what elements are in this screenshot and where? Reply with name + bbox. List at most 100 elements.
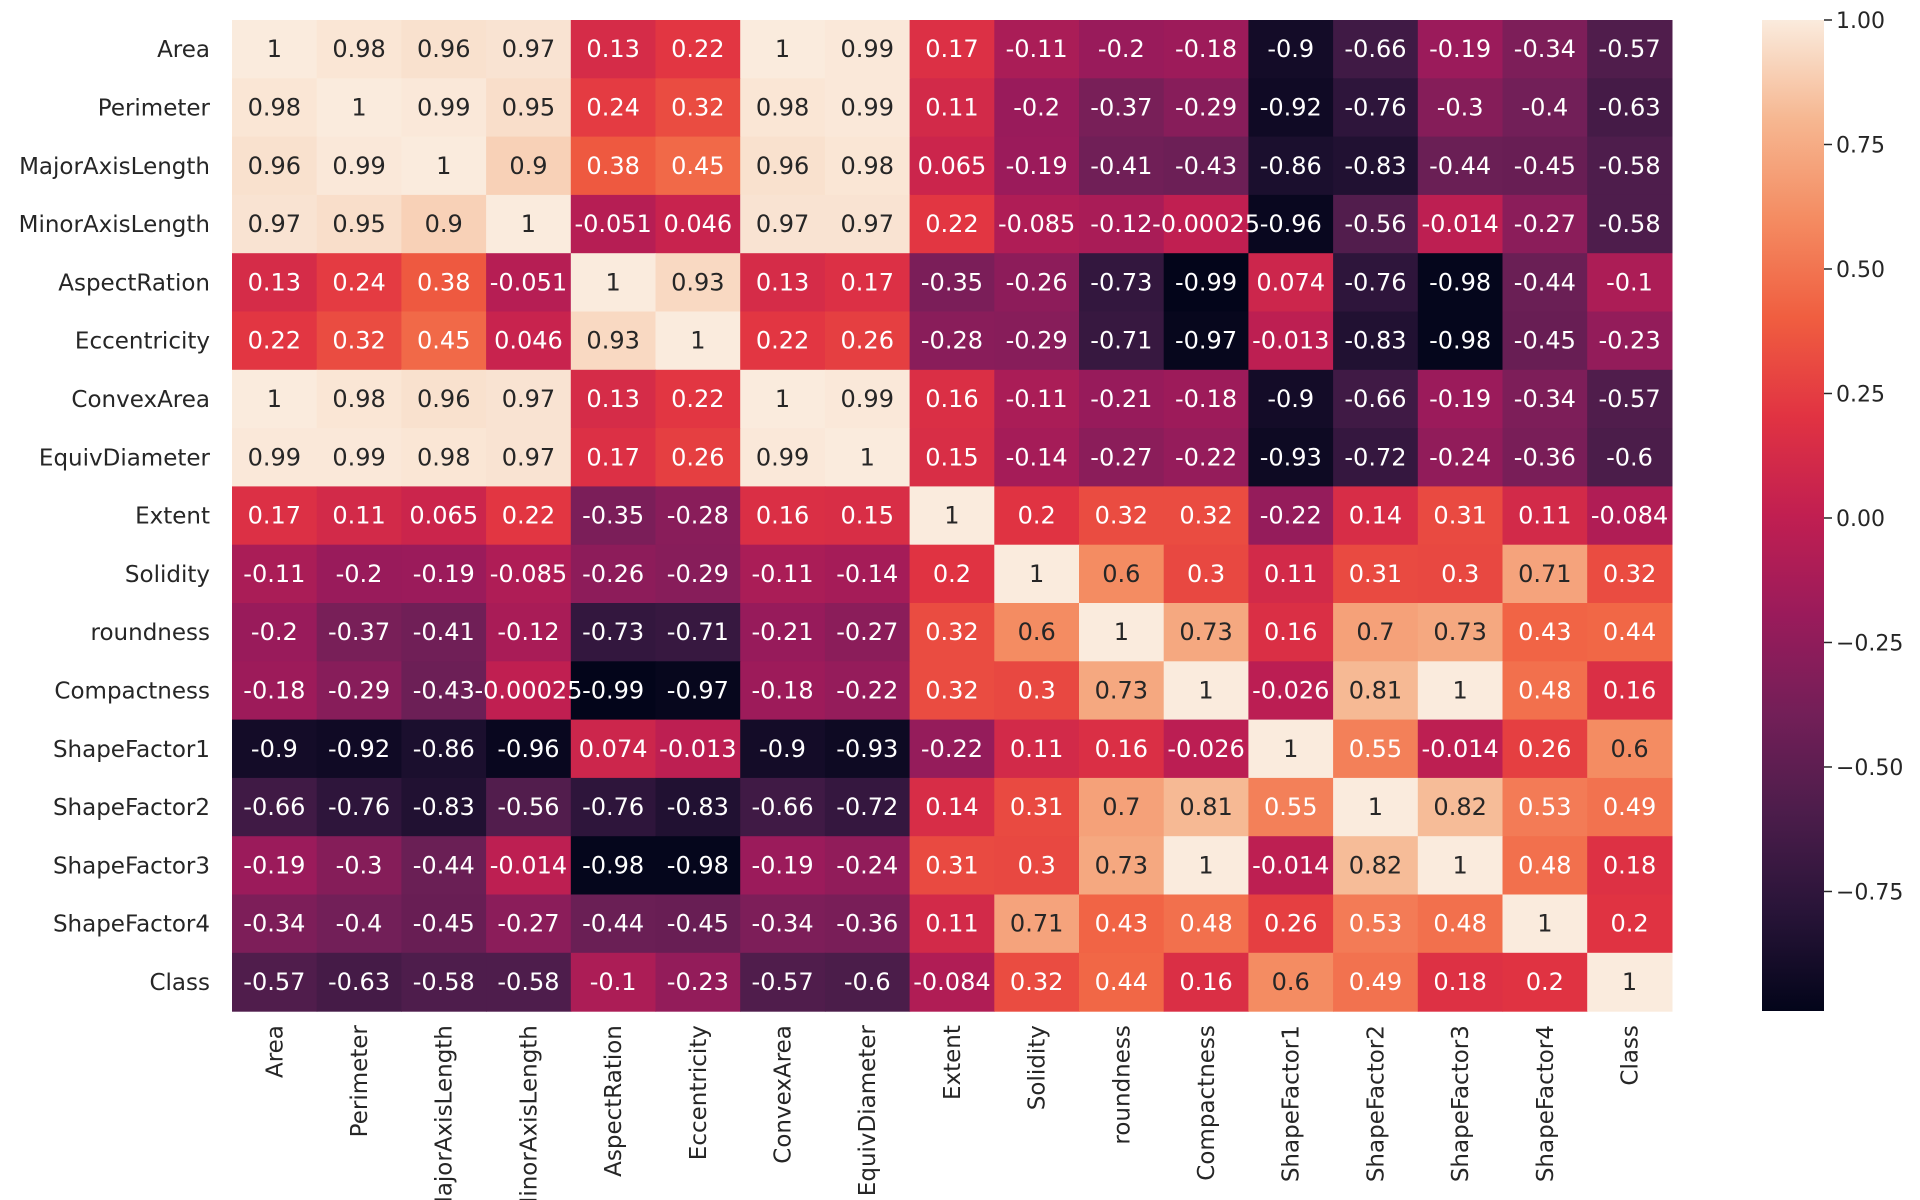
heatmap-cell (401, 253, 487, 313)
heatmap-cell-label: -0.37 (328, 618, 390, 646)
heatmap-cell-label: 0.13 (586, 35, 639, 63)
heatmap-cell (232, 603, 318, 662)
heatmap-cell (1079, 836, 1165, 896)
heatmap-cell (909, 894, 995, 954)
heatmap-cell (1163, 836, 1249, 896)
heatmap-cell-label: 0.11 (1010, 735, 1063, 763)
heatmap-cell (232, 311, 318, 371)
heatmap-cell-label: 0.97 (248, 210, 301, 238)
heatmap-cell (909, 194, 995, 254)
heatmap-cell (1163, 952, 1249, 1012)
heatmap-cell-label: -0.41 (1090, 152, 1152, 180)
heatmap-cell (740, 311, 826, 371)
heatmap-cell-label: -0.18 (1175, 385, 1237, 413)
column-labels: Area Perimeter MajorAxisLength MinorAxisLen… (262, 1025, 1643, 1200)
heatmap-cell (1417, 719, 1504, 779)
heatmap-cell-label: 0.53 (1518, 793, 1571, 821)
heatmap-cell (1163, 894, 1249, 954)
heatmap-cell (1079, 719, 1165, 779)
heatmap-cell-label: -0.83 (1344, 152, 1406, 180)
heatmap-cell-label: -0.45 (1514, 152, 1576, 180)
heatmap-cell (232, 369, 318, 429)
colorbar-tick-label: 0.00 (1836, 507, 1885, 532)
heatmap-cell-label: -0.2 (1013, 93, 1060, 121)
heatmap-cell-label: -0.9 (251, 735, 298, 763)
heatmap-cell (1502, 544, 1588, 604)
heatmap-cell-label: 0.99 (332, 443, 385, 471)
heatmap-cell-label: 0.14 (925, 793, 978, 821)
column-label: EquivDiameter (855, 1025, 881, 1197)
heatmap-cell-label: -0.014 (1252, 851, 1329, 879)
heatmap-cell (1333, 719, 1419, 779)
heatmap-cell-label: -0.29 (328, 676, 390, 704)
heatmap-cell (1163, 369, 1249, 429)
heatmap-cell (1587, 544, 1673, 604)
heatmap-cell (1248, 311, 1334, 371)
heatmap-cell-label: 0.11 (1264, 560, 1317, 588)
heatmap-cell (1587, 78, 1673, 138)
heatmap-cell (570, 253, 657, 313)
heatmap-cell (401, 894, 487, 954)
heatmap-cell-labels: 1 0.98 0.96 0.97 0.13 0.22 1 0.99 0.17 -0.11 -0.2-… (243, 35, 1668, 996)
heatmap-cell (1502, 136, 1588, 196)
heatmap-cell-label: -0.44 (1514, 268, 1576, 296)
heatmap-cell-label: 0.6 (1102, 560, 1140, 588)
heatmap-cell-label: -0.35 (582, 502, 644, 530)
heatmap-cell-label: -0.051 (574, 210, 651, 238)
heatmap-cell-label: 0.22 (248, 327, 301, 355)
heatmap-cell (1333, 20, 1419, 79)
heatmap-cell (1417, 777, 1504, 837)
heatmap-cell (994, 952, 1080, 1012)
heatmap-cell (740, 836, 826, 896)
heatmap-cell (824, 894, 911, 954)
heatmap-cell-label: 0.065 (409, 502, 478, 530)
column-label: ShapeFactor2 (1363, 1025, 1389, 1182)
heatmap-cell-label: -0.6 (844, 968, 891, 996)
heatmap-cell (1079, 311, 1165, 371)
heatmap-cell-label: 0.98 (756, 93, 809, 121)
heatmap-cell (401, 194, 487, 254)
heatmap-cell-label: -0.44 (1429, 152, 1491, 180)
heatmap-cell (909, 603, 995, 662)
heatmap-cell (1502, 777, 1588, 837)
column-label: MinorAxisLength (516, 1025, 542, 1200)
heatmap-cell (1333, 253, 1419, 313)
heatmap-cell (1248, 428, 1334, 487)
heatmap-cell-label: -0.71 (1090, 327, 1152, 355)
heatmap-cell (1333, 78, 1419, 138)
heatmap-cell-label: 0.11 (332, 502, 385, 530)
heatmap-cell-label: 0.6 (1272, 968, 1310, 996)
heatmap-cell-label: -0.57 (751, 968, 813, 996)
heatmap-cell (1163, 136, 1249, 196)
heatmap-cell-label: 0.45 (417, 327, 470, 355)
heatmap-cell-label: 0.26 (1518, 735, 1571, 763)
heatmap-cell-label: 0.9 (509, 152, 547, 180)
heatmap-cell (316, 603, 402, 662)
column-label: Eccentricity (686, 1025, 712, 1160)
heatmap-cell (1587, 952, 1673, 1012)
heatmap-cell (655, 777, 741, 837)
heatmap-cell-label: -0.96 (497, 735, 559, 763)
heatmap-cell (1248, 253, 1334, 313)
row-label: Eccentricity (75, 329, 210, 355)
heatmap-cell (232, 719, 318, 779)
heatmap-cell-label: -0.56 (497, 793, 559, 821)
heatmap-cell (1502, 369, 1588, 429)
heatmap-cell-label: -0.21 (1090, 385, 1152, 413)
heatmap-cell-label: -0.11 (1006, 35, 1068, 63)
heatmap-cell (1248, 20, 1334, 79)
heatmap-cell-label: 0.26 (1264, 910, 1317, 938)
heatmap-cell (401, 369, 487, 429)
heatmap-cell (232, 486, 318, 546)
column-label: MajorAxisLength (432, 1025, 458, 1200)
colorbar-tick-label: 0.25 (1836, 382, 1885, 407)
heatmap-cell-label: -0.11 (1006, 385, 1068, 413)
heatmap-cell-label: 1 (1283, 735, 1298, 763)
heatmap-cell (1079, 544, 1165, 604)
heatmap-cell-label: -0.83 (1344, 327, 1406, 355)
heatmap-cell (1502, 20, 1588, 79)
heatmap-cell-label: 0.98 (332, 385, 385, 413)
heatmap-cell-label: -0.57 (1598, 385, 1660, 413)
heatmap-cell (1502, 428, 1588, 487)
